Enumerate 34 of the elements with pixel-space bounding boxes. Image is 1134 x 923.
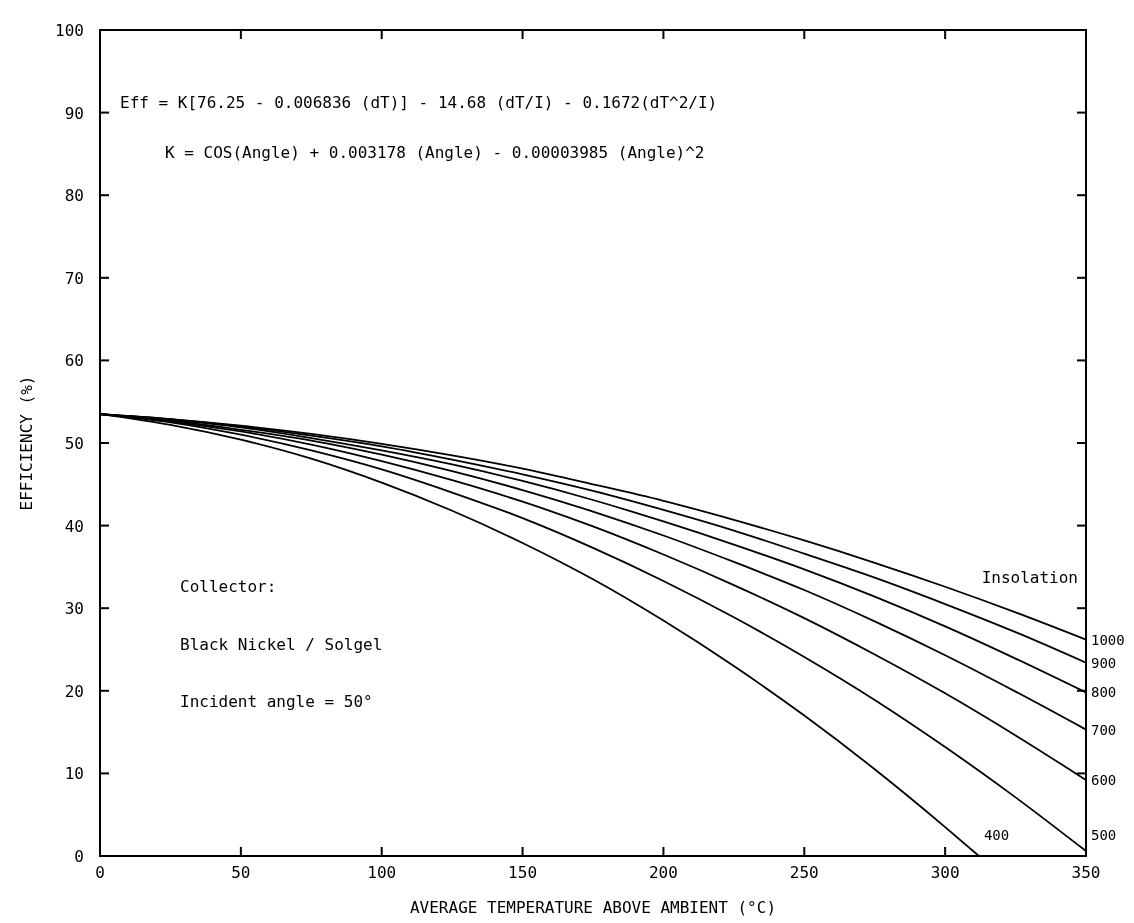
y-tick-label: 40 (64, 516, 84, 536)
series-label: 500 (1091, 827, 1117, 844)
x-tick-label: 350 (1071, 863, 1101, 882)
legend-title: Insolation (981, 567, 1078, 587)
y-tick-label: 70 (64, 268, 84, 288)
x-tick-label: 200 (648, 863, 678, 882)
y-tick-label: 10 (64, 764, 84, 784)
y-tick-label: 100 (55, 21, 84, 40)
x-tick-label: 150 (508, 863, 538, 882)
annotation: Black Nickel / Solgel (180, 634, 383, 654)
series-label: 400 (983, 827, 1010, 844)
annotation: Eff = K[76.25 - 0.006836 (dT)] - 14.68 (dT/I) - 0.1672(dT^2/I) (120, 93, 718, 113)
x-tick-label: 250 (789, 863, 819, 882)
x-tick-label: 100 (367, 863, 397, 882)
y-tick-label: 50 (64, 434, 84, 453)
series-label: 1000 (1091, 631, 1125, 648)
y-tick-label: 0 (74, 847, 84, 866)
series-label: 900 (1091, 654, 1117, 671)
annotation: Incident angle = 50° (180, 692, 373, 712)
y-tick-label: 60 (64, 351, 84, 371)
x-tick-label: 0 (95, 863, 105, 882)
legend-label: 600 (1091, 772, 1117, 789)
y-tick-label: 30 (64, 599, 84, 619)
legend-label: 800 (1091, 684, 1117, 701)
series-label: 700 (1091, 721, 1117, 738)
y-tick-label: 20 (64, 681, 84, 701)
x-tick-label: 300 (930, 863, 960, 882)
y-tick-label: 80 (64, 186, 84, 206)
x-tick-label: 50 (231, 863, 251, 882)
annotation: K = COS(Angle) + 0.003178 (Angle) - 0.00003985 (Angle)^2 (165, 143, 705, 163)
y-axis-title: EFFICIENCY (%) (17, 375, 36, 511)
y-tick-label: 90 (64, 103, 84, 123)
x-axis-title: AVERAGE TEMPERATURE ABOVE AMBIENT (°C) (409, 898, 777, 917)
annotation: Collector: (180, 576, 277, 596)
